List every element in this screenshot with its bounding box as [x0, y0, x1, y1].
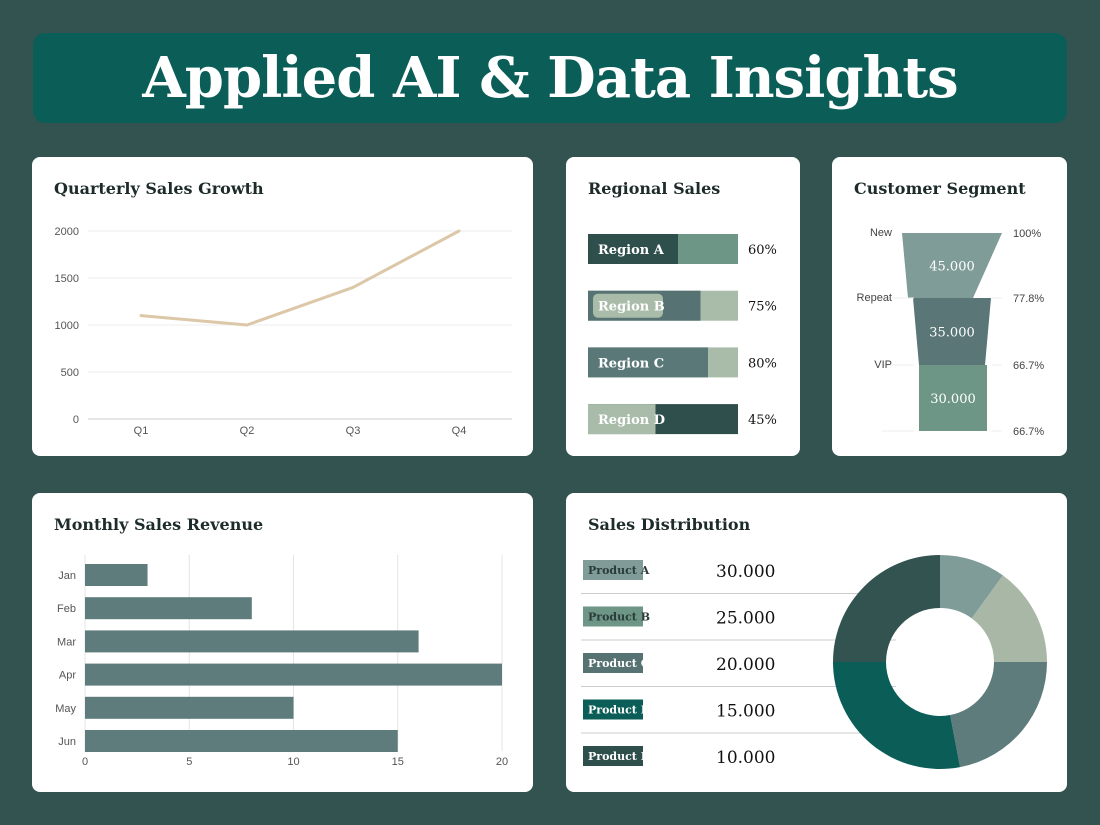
- legend-label: Product E: [588, 750, 649, 763]
- data-point: [457, 229, 461, 233]
- value-label: 20.000: [716, 655, 775, 675]
- y-tick-label: 1500: [55, 273, 79, 285]
- x-tick-label: Q4: [452, 425, 467, 437]
- line-chart: 0 500 1000 1500 2000 Q1 Q2 Q3 Q4: [55, 226, 512, 437]
- x-tick-label: Q1: [134, 425, 149, 437]
- y-tick-label: Feb: [57, 603, 76, 615]
- x-tick-label: 0: [82, 756, 88, 768]
- value-label: 15.000: [716, 702, 775, 722]
- bar: [85, 663, 502, 686]
- y-tick-label: May: [55, 703, 76, 715]
- y-tick-label: 0: [73, 414, 79, 426]
- bar: [85, 730, 398, 752]
- region-label: Region B: [598, 300, 665, 315]
- x-tick-label: 15: [392, 756, 404, 768]
- page-title: Applied AI & Data Insights: [142, 45, 958, 111]
- card-title: Customer Segment: [854, 179, 1026, 198]
- funnel-chart: 45.000 35.000 30.000 100% New 77.8% Repeat 66.7…: [857, 227, 1045, 438]
- segment-value: 30.000: [930, 392, 976, 407]
- quarterly-sales-card: Quarterly Sales Growth 0 500 1000 1500 2000 Q…: [32, 157, 533, 456]
- regional-bars: Region A 60% Region B 75% Region C 80% Region …: [588, 234, 777, 435]
- data-point: [245, 323, 249, 327]
- percent-label: 80%: [748, 356, 777, 371]
- value-label: 25.000: [716, 609, 775, 629]
- x-tick-label: Q3: [346, 425, 361, 437]
- legend-label: Product A: [588, 564, 650, 577]
- segment-label: VIP: [874, 359, 892, 371]
- legend-swatch: [583, 560, 643, 580]
- bar-fill: [588, 347, 708, 378]
- card-title: Regional Sales: [588, 179, 721, 198]
- regional-sales-card: Regional Sales Region A 60% Region B 75% Reg…: [566, 157, 800, 456]
- region-label: Region A: [598, 243, 665, 258]
- funnel-segment: [919, 365, 987, 431]
- card-title: Sales Distribution: [588, 515, 751, 534]
- legend-swatch: [583, 606, 643, 627]
- label-pill: [593, 293, 663, 318]
- bar: [85, 597, 252, 620]
- legend-label: Product D: [588, 704, 651, 717]
- percent-label: 60%: [748, 243, 777, 258]
- bar: [85, 696, 294, 719]
- donut-slice: [833, 662, 961, 769]
- percent-label: 45%: [748, 413, 777, 428]
- y-tick-label: Mar: [57, 636, 76, 648]
- y-tick-label: Jan: [58, 570, 76, 582]
- percent-label: 100%: [1013, 228, 1041, 240]
- legend-swatch: [583, 653, 643, 673]
- y-tick-label: Apr: [59, 670, 76, 682]
- x-tick-label: Q2: [240, 425, 255, 437]
- header-banner: Applied AI & Data Insights: [33, 33, 1067, 123]
- bar: [85, 564, 148, 586]
- legend-label: Product C: [588, 657, 650, 670]
- donut-chart: Product A 30.000 Product B 25.000 Product C 2…: [581, 555, 1047, 769]
- percent-label: 75%: [748, 300, 777, 315]
- funnel-segment: [913, 298, 991, 365]
- card-title: Quarterly Sales Growth: [54, 179, 264, 198]
- legend-swatch: [583, 746, 643, 766]
- percent-label: 66.7%: [1013, 360, 1044, 372]
- region-label: Region D: [598, 413, 665, 428]
- segment-label: New: [870, 227, 892, 239]
- x-tick-label: 10: [287, 756, 299, 768]
- donut-slice: [940, 555, 1003, 619]
- y-tick-label: 1000: [55, 320, 79, 332]
- value-label: 30.000: [716, 562, 775, 582]
- card-title: Monthly Sales Revenue: [54, 515, 264, 534]
- monthly-revenue-card: Monthly Sales Revenue 0 5 10 15 20 Jan Feb Mar A…: [32, 493, 533, 792]
- data-point: [139, 314, 143, 318]
- y-tick-label: 2000: [55, 226, 79, 238]
- series-line: [140, 229, 460, 327]
- segment-value: 35.000: [929, 326, 975, 341]
- funnel-segment: [902, 233, 1002, 298]
- monthly-bar-chart: 0 5 10 15 20 Jan Feb Mar Apr May Jun: [55, 555, 508, 768]
- region-label: Region C: [598, 356, 664, 371]
- sales-distribution-card: Sales Distribution Product A 30.000 Produc…: [566, 493, 1067, 792]
- bar-fill: [588, 234, 678, 264]
- legend-swatch: [583, 699, 643, 720]
- bar: [85, 630, 419, 653]
- donut-slice: [971, 575, 1047, 662]
- y-tick-label: Jun: [58, 736, 76, 748]
- x-tick-label: 5: [186, 756, 192, 768]
- data-point: [351, 285, 355, 289]
- donut-slice: [833, 555, 940, 662]
- value-label: 10.000: [716, 748, 775, 768]
- segment-value: 45.000: [929, 260, 975, 275]
- percent-label: 77.8%: [1013, 293, 1044, 305]
- bar-fill: [588, 404, 656, 435]
- donut-slice: [950, 662, 1047, 768]
- legend-label: Product B: [588, 611, 650, 624]
- y-tick-label: 500: [61, 367, 79, 379]
- x-tick-label: 20: [496, 756, 508, 768]
- customer-segment-card: Customer Segment 45.000 35.000 30.000 100% N…: [832, 157, 1067, 456]
- segment-label: Repeat: [857, 292, 892, 304]
- percent-label: 66.7%: [1013, 426, 1044, 438]
